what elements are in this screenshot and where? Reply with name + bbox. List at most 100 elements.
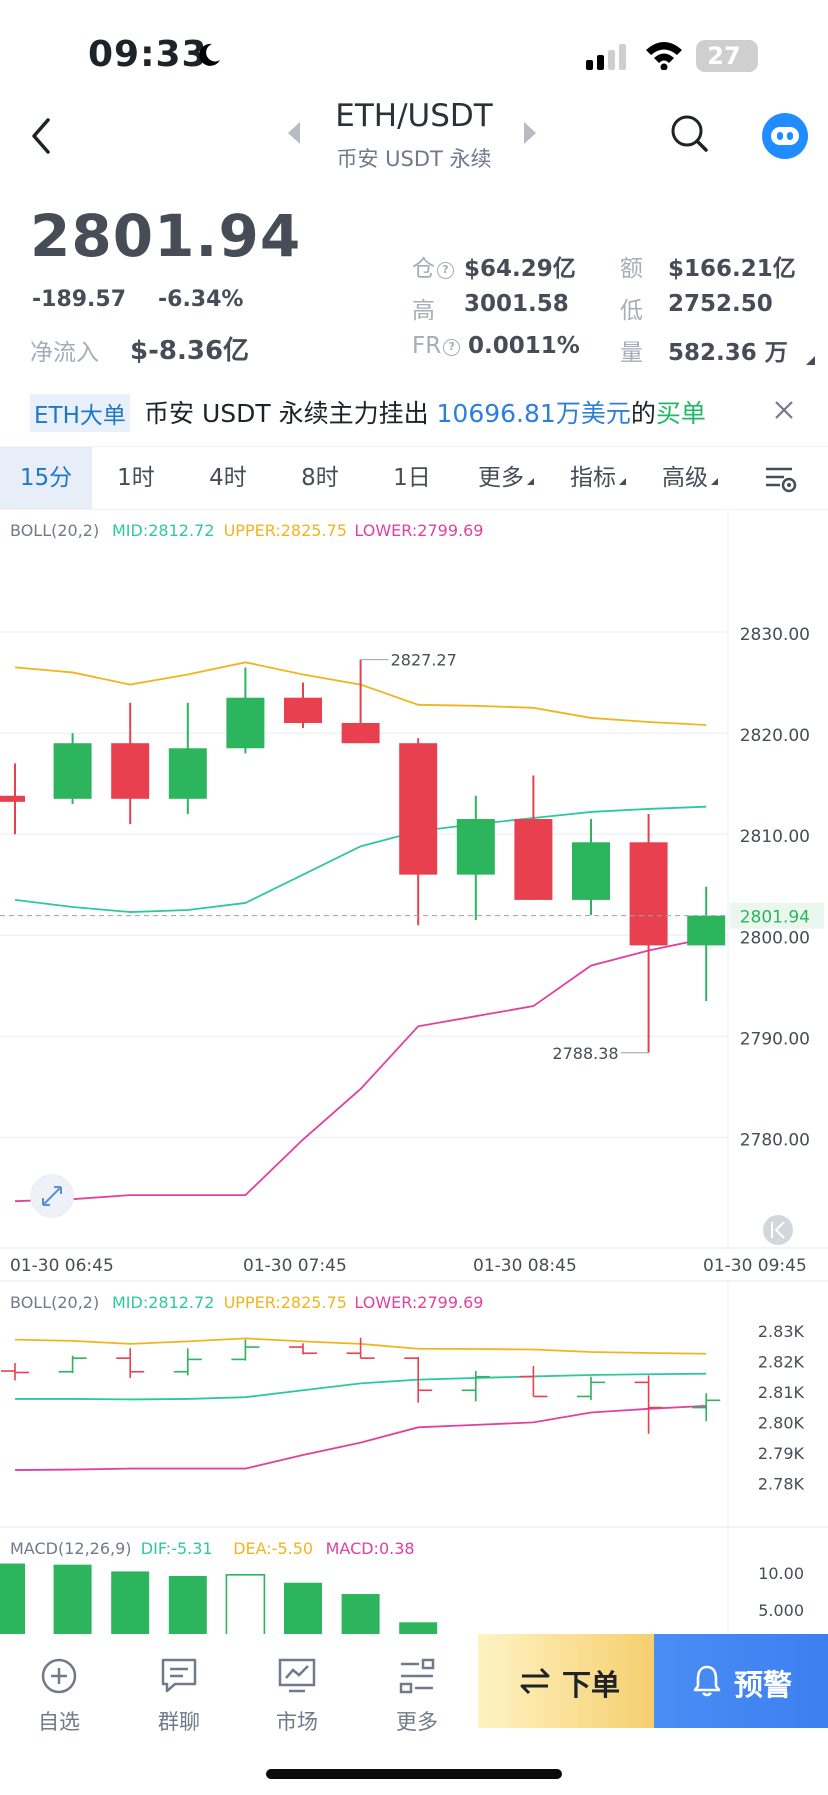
help-icon[interactable]: ? <box>443 339 461 356</box>
min-price-label: 2788.38 <box>552 1044 618 1063</box>
nav-label: 更多 <box>396 1710 438 1734</box>
macd-histogram-bar <box>111 1571 150 1635</box>
max-price-label: 2827.27 <box>391 651 457 670</box>
high-label: 高 <box>412 298 435 324</box>
timeframe-tabs: 15分 1时 4时 8时 1日 更多 指标 高级 <box>0 446 828 510</box>
netflow-label: 净流入 <box>30 340 99 366</box>
tab-label: 4时 <box>209 465 247 491</box>
place-order-label: 下单 <box>562 1668 621 1702</box>
netflow-value: $-8.36亿 <box>130 336 250 366</box>
mini-y-tick-label: 2.79K <box>758 1444 805 1463</box>
price-change-pct: -6.34% <box>158 287 244 312</box>
mini-boll-mid-line <box>15 1372 707 1401</box>
dropdown-icon <box>711 478 718 485</box>
bot-avatar-icon[interactable] <box>762 113 808 159</box>
tab-4h[interactable]: 4时 <box>184 447 272 509</box>
x-tick-label: 01-30 07:45 <box>243 1256 347 1276</box>
kline-chart[interactable]: 2830.00 2820.00 2810.00 2800.00 2790.00 2780.… <box>0 510 828 1635</box>
dropdown-icon <box>527 478 534 485</box>
price-alert-label: 预警 <box>734 1668 793 1702</box>
tab-1d[interactable]: 1日 <box>368 447 456 509</box>
y-tick-label: 2800.00 <box>740 928 810 948</box>
close-icon[interactable] <box>770 396 798 424</box>
moon-icon <box>199 43 220 66</box>
x-tick-label: 01-30 06:45 <box>10 1256 114 1276</box>
chat-icon <box>161 1658 197 1693</box>
y-tick-label: 2810.00 <box>740 827 810 847</box>
help-icon[interactable]: ? <box>437 262 454 279</box>
next-pair-arrow[interactable] <box>524 122 536 144</box>
boll-legend-item: MID:2812.72 <box>112 521 214 540</box>
banner-mid: 的 <box>630 399 656 428</box>
macd-histogram-bar <box>225 1574 266 1635</box>
candle-body <box>399 743 438 875</box>
y-tick-label: 2830.00 <box>740 625 810 645</box>
current-price-tag-bg <box>730 902 824 929</box>
bot-face <box>771 127 799 145</box>
tab-label: 指标 <box>570 465 616 491</box>
volume-label: 量 <box>620 340 643 366</box>
expand-stats-icon[interactable] <box>806 356 815 365</box>
tab-advanced[interactable]: 高级 <box>644 447 736 509</box>
tab-label: 1时 <box>117 465 155 491</box>
funding-rate-value: 0.0011% <box>468 333 580 359</box>
open-interest-label-text: 仓 <box>412 256 435 282</box>
last-price: 2801.94 <box>30 202 302 270</box>
jump-latest-icon[interactable] <box>763 1215 793 1245</box>
candle-body <box>111 743 150 799</box>
macd-histogram-bar <box>341 1594 380 1635</box>
candle-body <box>168 748 207 799</box>
nav-label: 自选 <box>38 1710 80 1734</box>
open-interest-label[interactable]: 仓? <box>412 249 454 283</box>
y-tick-label: 2820.00 <box>740 726 810 746</box>
mini-boll-legend-item: BOLL(20,2) <box>10 1293 99 1312</box>
tab-more[interactable]: 更多 <box>460 447 552 509</box>
tab-indicators[interactable]: 指标 <box>552 447 644 509</box>
funding-rate-label[interactable]: FR? <box>412 333 461 359</box>
banner-side: 买单 <box>655 399 706 428</box>
candle-body <box>53 743 92 799</box>
nav-market[interactable]: 市场 <box>252 1642 342 1734</box>
tab-8h[interactable]: 8时 <box>276 447 364 509</box>
large-order-banner[interactable]: ETH大单 币安 USDT 永续主力挂出 10696.81万美元的买单 <box>0 386 828 436</box>
prev-pair-arrow[interactable] <box>288 122 300 144</box>
current-price-tag: 2801.94 <box>740 908 810 928</box>
wifi-icon <box>646 42 682 70</box>
tab-label: 15分 <box>19 465 73 491</box>
mini-boll-legend-item: MID:2812.72 <box>112 1293 214 1312</box>
search-icon[interactable] <box>668 112 712 156</box>
pair-title[interactable]: ETH/USDT <box>335 98 493 134</box>
macd-legend-item: MACD:0.38 <box>326 1539 415 1558</box>
nav-group-chat[interactable]: 群聊 <box>134 1642 224 1734</box>
boll-mid-line <box>14 805 707 913</box>
back-button[interactable] <box>22 112 62 160</box>
market-icon <box>278 1658 316 1693</box>
nav-watchlist[interactable]: 自选 <box>14 1642 104 1734</box>
banner-prefix: 币安 USDT 永续主力挂出 <box>144 399 437 428</box>
macd-legend-item: DEA:-5.50 <box>233 1539 313 1558</box>
low-value: 2752.50 <box>668 291 773 317</box>
bell-icon <box>693 1665 721 1697</box>
candle-body <box>629 842 668 946</box>
mini-y-tick-label: 2.83K <box>758 1322 805 1341</box>
place-order-button[interactable]: 下单 <box>478 1634 654 1728</box>
price-alert-button[interactable]: 预警 <box>654 1634 828 1728</box>
candle-body <box>514 819 553 900</box>
high-value: 3001.58 <box>464 291 569 317</box>
macd-histogram-bar <box>168 1575 207 1635</box>
chart-settings-icon[interactable] <box>764 463 798 495</box>
macd-histogram-bar <box>0 1563 25 1635</box>
bot-eye <box>777 132 783 140</box>
tab-15m[interactable]: 15分 <box>0 447 92 509</box>
boll-legend-item: LOWER:2799.69 <box>354 521 483 540</box>
more-icon <box>399 1658 435 1694</box>
amount-label: 额 <box>620 256 643 282</box>
mini-y-tick-label: 2.78K <box>758 1475 805 1494</box>
battery-tip <box>750 50 755 62</box>
nav-more[interactable]: 更多 <box>372 1642 462 1734</box>
tab-1h[interactable]: 1时 <box>92 447 180 509</box>
macd-histogram-bar <box>53 1564 92 1635</box>
candle-body <box>0 795 25 802</box>
banner-amount: 10696.81万美元 <box>436 399 631 428</box>
tab-label: 更多 <box>478 465 524 491</box>
